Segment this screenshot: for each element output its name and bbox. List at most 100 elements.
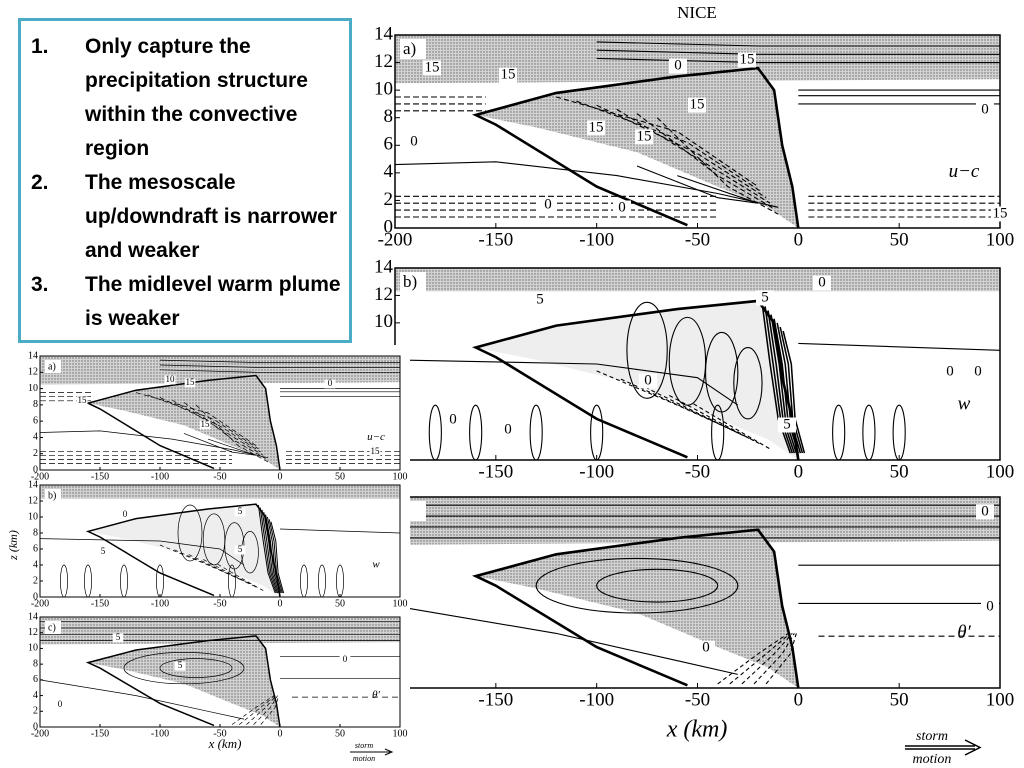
contour bbox=[616, 108, 771, 204]
contour bbox=[259, 507, 277, 594]
label-background bbox=[635, 129, 653, 145]
contour bbox=[195, 404, 269, 463]
contour-label: 0 bbox=[504, 421, 512, 437]
label-background bbox=[119, 510, 131, 520]
panel-label: a) bbox=[403, 39, 416, 58]
label-background bbox=[400, 272, 426, 292]
y-axis-label: z (km) bbox=[6, 530, 20, 561]
contour bbox=[535, 557, 739, 614]
contour-label: 0 bbox=[449, 411, 457, 427]
y-tick-label: 4 bbox=[33, 690, 38, 701]
x-tick-label: -100 bbox=[579, 229, 614, 250]
shading bbox=[475, 300, 799, 460]
shading bbox=[88, 375, 280, 470]
label-background bbox=[234, 507, 246, 517]
shading bbox=[40, 356, 400, 385]
contour-label: 0 bbox=[981, 503, 989, 519]
contour-label: 5 bbox=[178, 660, 183, 670]
contour bbox=[238, 695, 276, 725]
contour-label: 0 bbox=[986, 598, 994, 614]
x-tick-label: -150 bbox=[91, 728, 109, 739]
label-background bbox=[688, 97, 706, 113]
y-tick-label: 0 bbox=[33, 591, 38, 602]
label-background bbox=[112, 633, 124, 643]
label-background bbox=[45, 360, 61, 373]
contour bbox=[556, 96, 759, 188]
y-tick-label: 12 bbox=[374, 284, 393, 305]
bullet-text: The mesoscale up/downdraft is narrower a… bbox=[85, 171, 338, 262]
label-background bbox=[164, 375, 176, 385]
x-tick-label: -200 bbox=[378, 229, 413, 250]
label-background bbox=[587, 120, 605, 136]
shading bbox=[40, 485, 400, 499]
motion-label: motion bbox=[353, 754, 375, 763]
label-background bbox=[45, 489, 61, 502]
y-tick-label: 2 bbox=[33, 448, 38, 459]
label-background bbox=[531, 292, 549, 308]
contour bbox=[644, 386, 755, 442]
figure-title: NICE bbox=[677, 3, 717, 22]
contour bbox=[596, 568, 719, 603]
contour bbox=[183, 402, 266, 459]
contour bbox=[270, 521, 285, 594]
contour bbox=[733, 346, 763, 420]
contour-label: 15 bbox=[78, 395, 88, 405]
label-background bbox=[669, 58, 687, 74]
contour-label: 15 bbox=[425, 59, 440, 75]
contour bbox=[159, 359, 400, 363]
contour bbox=[767, 310, 796, 454]
bullet-number: 1. bbox=[31, 35, 49, 58]
contour-label: 0 bbox=[946, 363, 954, 379]
contour bbox=[764, 306, 794, 454]
x-tick-label: 50 bbox=[335, 598, 345, 609]
x-tick-label: 50 bbox=[335, 728, 345, 739]
contour bbox=[596, 49, 1000, 55]
contour bbox=[669, 395, 763, 446]
contour-label: 15 bbox=[371, 446, 381, 456]
contour bbox=[693, 403, 771, 450]
y-tick-label: 10 bbox=[28, 383, 38, 394]
contour bbox=[394, 605, 738, 675]
contour bbox=[159, 369, 400, 373]
bullet-text: The midlevel warm plume is weaker bbox=[85, 273, 341, 330]
contour-label: 5 bbox=[238, 506, 243, 516]
y-tick-label: 14 bbox=[28, 479, 38, 490]
contour-label: 15 bbox=[690, 96, 705, 112]
y-tick-label: 6 bbox=[33, 674, 38, 685]
label-background bbox=[423, 60, 441, 76]
contour bbox=[203, 559, 259, 589]
x-tick-label: 0 bbox=[278, 728, 283, 739]
contour bbox=[174, 549, 249, 584]
label-background bbox=[369, 447, 381, 457]
contour bbox=[39, 679, 245, 720]
contour bbox=[188, 554, 254, 587]
x-axis-label: x (km) bbox=[666, 717, 728, 743]
contour bbox=[231, 695, 275, 725]
contour bbox=[394, 359, 739, 406]
label-background bbox=[969, 364, 987, 380]
contour bbox=[171, 399, 264, 456]
contour bbox=[257, 504, 276, 594]
plume-boundary bbox=[85, 503, 281, 598]
label-background bbox=[981, 599, 999, 615]
y-tick-label: 8 bbox=[33, 527, 38, 538]
label-background bbox=[234, 545, 246, 555]
x-tick-label: 0 bbox=[794, 229, 804, 250]
x-tick-label: -150 bbox=[478, 229, 513, 250]
contour-label: 0 bbox=[702, 639, 710, 655]
contour bbox=[626, 301, 668, 399]
y-tick-label: 2 bbox=[33, 706, 38, 717]
contour bbox=[636, 165, 759, 204]
contour bbox=[717, 632, 789, 685]
label-background bbox=[54, 700, 66, 710]
contour-label: 10 bbox=[166, 374, 176, 384]
x-tick-label: -50 bbox=[685, 229, 710, 250]
x-tick-label: -50 bbox=[213, 471, 226, 482]
y-tick-label: 12 bbox=[28, 367, 38, 378]
x-tick-label: 50 bbox=[335, 471, 345, 482]
contour-label: 0 bbox=[618, 199, 626, 215]
x-tick-label: 50 bbox=[890, 229, 909, 250]
y-tick-label: 0 bbox=[384, 216, 394, 237]
